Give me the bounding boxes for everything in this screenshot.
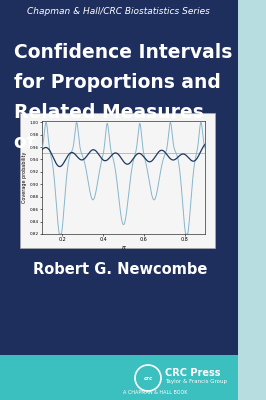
Text: of Effect Size: of Effect Size <box>14 132 153 152</box>
Text: Related Measures: Related Measures <box>14 102 204 122</box>
Bar <box>0 355 266 400</box>
Text: CRC Press: CRC Press <box>165 368 221 378</box>
Text: Chapman & Hall/CRC Biostatistics Series: Chapman & Hall/CRC Biostatistics Series <box>27 8 209 16</box>
Text: Taylor & Francis Group: Taylor & Francis Group <box>165 378 227 384</box>
Text: Confidence Intervals: Confidence Intervals <box>14 42 232 62</box>
Text: Robert G. Newcombe: Robert G. Newcombe <box>33 262 207 278</box>
Bar <box>238 0 266 400</box>
Bar <box>0 0 266 355</box>
Y-axis label: Coverage probability: Coverage probability <box>22 152 27 203</box>
Text: crc: crc <box>143 376 153 380</box>
X-axis label: $\pi$: $\pi$ <box>120 244 126 251</box>
Bar <box>20 113 215 248</box>
Text: A CHAPMAN & HALL BOOK: A CHAPMAN & HALL BOOK <box>123 390 187 396</box>
Text: for Proportions and: for Proportions and <box>14 72 221 92</box>
